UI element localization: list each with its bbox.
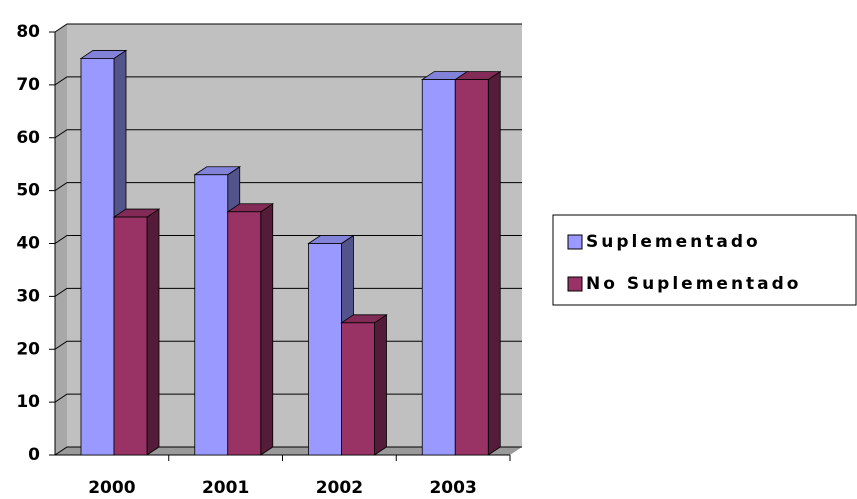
bar: [112, 208, 161, 456]
legend-swatch: [567, 276, 583, 292]
y-tick-label: 70: [16, 75, 40, 95]
x-tick-label: 2000: [88, 478, 135, 498]
y-tick-label: 10: [16, 392, 40, 412]
grid-line: [54, 235, 522, 244]
grid-line: [54, 287, 522, 297]
bar-front: [308, 243, 342, 456]
x-tick-label: 2003: [429, 478, 476, 498]
x-tick-label: 2002: [316, 478, 363, 498]
y-tick-label: 40: [16, 234, 40, 254]
bar: [340, 314, 388, 456]
bar-front: [227, 211, 262, 456]
y-tick-label: 20: [16, 339, 40, 359]
grid-line: [54, 129, 522, 139]
grid-line: [54, 182, 522, 192]
bar-front: [113, 216, 148, 456]
y-tick-label: 0: [28, 445, 40, 465]
bar: [453, 70, 502, 456]
legend-swatch: [567, 234, 583, 250]
x-tick-label: 2001: [202, 478, 249, 498]
legend-label: No Suplementado: [586, 274, 802, 294]
legend: [552, 214, 857, 306]
bar-side: [146, 208, 160, 456]
bar-front: [80, 58, 115, 456]
y-tick-label: 80: [16, 22, 40, 42]
bar-front: [421, 79, 456, 456]
floor: [55, 447, 522, 455]
bar-front: [341, 322, 375, 456]
bar-side: [487, 70, 501, 456]
legend-label: Suplementado: [586, 232, 761, 252]
bar-front: [194, 174, 229, 456]
y-tick-label: 50: [16, 181, 40, 201]
bar-front: [454, 79, 489, 456]
grid-line: [54, 76, 522, 86]
y-tick-label: 60: [16, 128, 40, 148]
bar-side: [374, 314, 387, 456]
bar: [226, 203, 275, 456]
bar-side: [260, 203, 274, 456]
grid-line: [54, 23, 522, 33]
y-tick-label: 30: [16, 286, 40, 306]
